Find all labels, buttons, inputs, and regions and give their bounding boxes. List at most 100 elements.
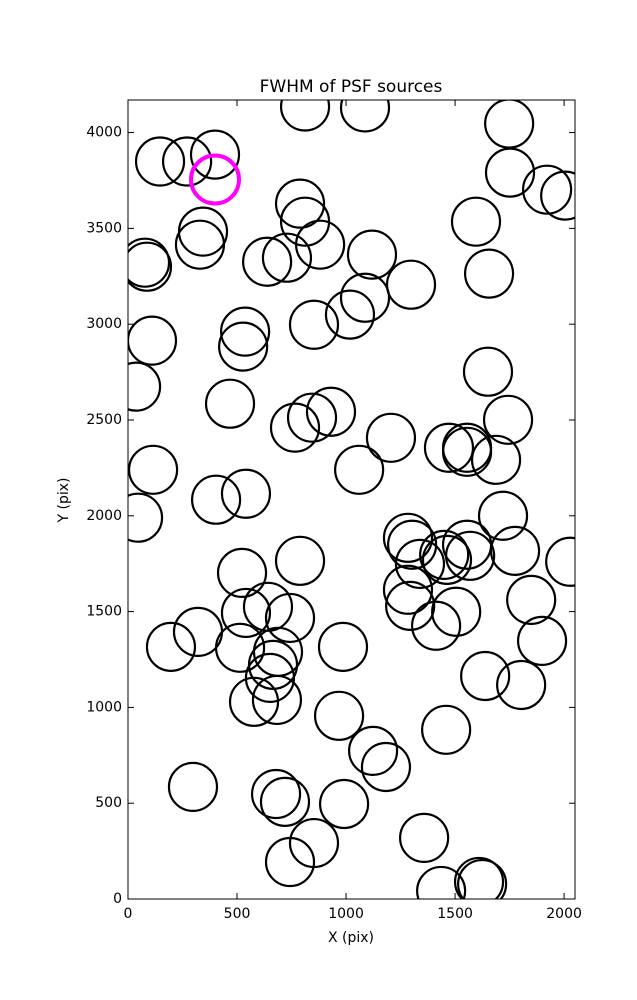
source-circle [220, 587, 272, 639]
source-circle [274, 178, 326, 229]
x-axis-label: X (pix) [328, 930, 374, 946]
source-circle [161, 136, 213, 187]
source-circle [453, 856, 505, 899]
source-circle [477, 490, 529, 541]
source-circle [421, 704, 472, 755]
source-circle [295, 219, 346, 270]
source-circle [450, 196, 502, 247]
source-circle [463, 248, 515, 299]
source-circle [411, 600, 462, 651]
chart-title: FWHM of PSF sources [260, 77, 443, 97]
source-circle [128, 237, 171, 288]
x-tick-label: 500 [224, 906, 251, 922]
source-circle [264, 592, 316, 644]
source-circle [259, 776, 311, 827]
source-circle [516, 615, 568, 667]
source-circle [174, 219, 226, 270]
y-tick-label: 2500 [86, 412, 122, 428]
source-circle [220, 468, 272, 519]
source-circle [313, 690, 365, 741]
plot-area [128, 100, 575, 899]
source-circle [385, 259, 437, 310]
source-circle [339, 272, 391, 323]
source-circle [334, 444, 385, 495]
source-circle [419, 529, 470, 580]
source-circle [128, 444, 179, 495]
source-circle [190, 474, 242, 525]
y-tick-label: 2000 [86, 508, 122, 524]
source-circle [431, 586, 482, 637]
source-circle [189, 153, 242, 206]
source-circle [489, 525, 541, 576]
x-tick-label: 1000 [328, 906, 364, 922]
x-tick-label: 0 [124, 906, 133, 922]
source-circle [445, 530, 496, 581]
source-circle [172, 606, 224, 658]
y-axis-label: Y (pix) [56, 478, 72, 524]
source-circle [365, 412, 417, 463]
source-circle [482, 394, 534, 445]
source-circle [274, 535, 326, 586]
source-circle [128, 241, 173, 292]
source-circle [244, 652, 296, 703]
source-circle [251, 674, 303, 726]
source-circle [252, 626, 304, 677]
source-circle [216, 547, 268, 598]
source-circle [496, 659, 547, 711]
source-circle [317, 621, 369, 672]
source-circle [167, 761, 219, 813]
y-tick-label: 500 [95, 795, 122, 811]
source-circle [218, 321, 269, 372]
source-circle [394, 538, 446, 589]
source-circle [269, 402, 321, 453]
source-circle [242, 236, 293, 287]
source-circle [416, 865, 467, 899]
source-circle [399, 812, 450, 863]
source-circle [484, 100, 535, 149]
source-circle [228, 676, 280, 727]
x-tick-label: 1500 [437, 906, 473, 922]
y-tick-label: 4000 [86, 125, 122, 141]
source-circle [457, 858, 508, 899]
source-circle [219, 306, 271, 357]
source-circle [484, 147, 536, 198]
source-circle [382, 564, 434, 615]
source-circle [470, 434, 522, 485]
plot-frame [127, 99, 576, 900]
y-tick-label: 3000 [86, 316, 122, 332]
y-tick-label: 1000 [86, 699, 122, 715]
source-circle [288, 299, 340, 350]
source-circle [264, 836, 316, 888]
source-circle [128, 315, 178, 366]
source-circle [521, 164, 573, 215]
source-circle [545, 536, 575, 587]
source-circle [324, 289, 376, 340]
source-circle [540, 170, 575, 221]
source-circle [305, 386, 357, 437]
source-circle [250, 768, 302, 820]
y-tick-label: 1500 [86, 604, 122, 620]
source-circle [441, 426, 493, 477]
source-circle [339, 100, 391, 133]
source-circle [360, 741, 412, 793]
source-circle [261, 232, 313, 283]
source-circle [286, 392, 338, 443]
source-circle [460, 650, 511, 702]
source-circle [462, 346, 514, 397]
source-circle [189, 129, 241, 180]
source-circle [385, 580, 436, 631]
source-circle [128, 361, 162, 412]
source-circle [421, 534, 473, 585]
source-circle [128, 492, 164, 543]
source-circle [382, 512, 434, 563]
y-tick-label: 3500 [86, 220, 122, 236]
y-tick-label: 0 [113, 891, 122, 907]
source-circle [134, 136, 186, 187]
source-circle [145, 621, 197, 672]
source-circle [279, 100, 331, 132]
source-circle [506, 574, 557, 626]
source-circle [204, 378, 256, 429]
source-circle [318, 778, 370, 830]
x-tick-label: 2000 [546, 906, 582, 922]
